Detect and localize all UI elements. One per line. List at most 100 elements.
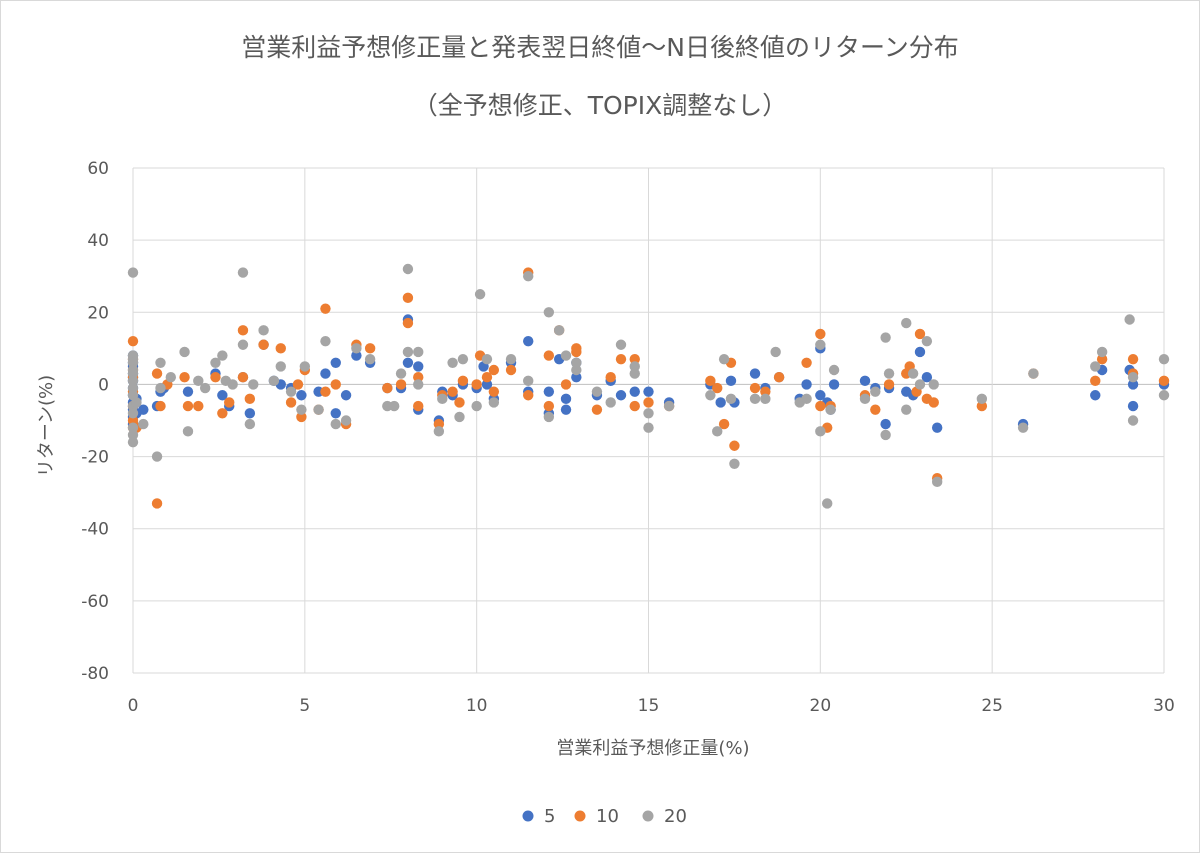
data-point-series-20 — [880, 429, 891, 441]
data-point-series-5 — [340, 390, 352, 401]
data-point-series-20 — [179, 346, 190, 358]
data-point-series-20 — [258, 325, 269, 336]
data-point-series-10 — [488, 386, 500, 397]
y-tick-label: 0 — [98, 375, 109, 395]
data-point-series-20 — [1096, 346, 1108, 358]
data-point-series-20 — [193, 375, 204, 387]
data-point-series-20 — [138, 418, 149, 430]
data-point-series-20 — [571, 357, 582, 368]
y-tick-label: -80 — [81, 664, 109, 684]
data-point-series-5 — [413, 361, 424, 372]
data-point-series-5 — [643, 386, 654, 397]
data-point-series-10 — [127, 335, 139, 347]
data-point-series-20 — [571, 364, 582, 376]
data-point-series-20 — [553, 325, 565, 336]
data-point-series-10 — [591, 404, 603, 415]
data-point-series-20 — [914, 379, 926, 390]
data-point-series-10 — [560, 379, 572, 390]
data-point-series-5 — [320, 368, 331, 379]
data-point-series-20 — [828, 364, 840, 376]
data-point-series-20 — [880, 332, 891, 343]
y-tick-label: 60 — [87, 159, 109, 179]
data-point-series-20 — [901, 317, 912, 329]
chart-title: 営業利益予想修正量と発表翌日終値～N日後終値のリターン分布 — [241, 33, 958, 62]
data-point-series-20 — [155, 382, 166, 394]
data-point-series-10 — [292, 379, 304, 390]
y-tick-label: -20 — [81, 448, 109, 468]
data-point-series-20 — [729, 458, 740, 469]
data-point-series-5 — [1127, 400, 1139, 412]
data-point-series-20 — [471, 400, 482, 412]
data-point-series-20 — [1017, 422, 1029, 433]
y-tick-label: 40 — [87, 231, 109, 251]
y-tick-label: 20 — [87, 303, 109, 323]
data-point-series-10 — [883, 379, 895, 390]
data-point-series-5 — [914, 346, 926, 358]
data-point-series-10 — [729, 440, 740, 451]
data-point-series-20 — [976, 393, 988, 405]
data-point-series-5 — [402, 357, 414, 368]
data-point-series-10 — [705, 375, 716, 387]
data-point-series-10 — [643, 397, 654, 408]
data-point-series-10 — [258, 339, 269, 350]
data-point-series-5 — [481, 379, 493, 390]
data-point-series-10 — [275, 343, 286, 354]
data-point-series-20 — [1158, 390, 1170, 401]
data-point-series-20 — [127, 382, 139, 394]
data-point-series-20 — [199, 382, 211, 394]
x-tick-labels: 0 5 10 15 20 25 30 — [128, 696, 1175, 716]
data-point-series-20 — [605, 397, 616, 408]
data-point-series-20 — [663, 400, 675, 412]
data-point-series-5 — [296, 390, 307, 401]
data-point-series-20 — [1127, 372, 1139, 383]
data-point-series-20 — [237, 339, 249, 350]
data-point-series-10 — [505, 364, 517, 376]
x-tick-label: 20 — [810, 696, 832, 716]
data-point-series-20 — [643, 408, 654, 419]
data-point-series-20 — [488, 397, 500, 408]
data-point-series-5 — [138, 404, 149, 415]
data-point-series-20 — [244, 418, 256, 430]
data-point-series-10 — [151, 368, 163, 379]
data-point-series-10 — [155, 400, 166, 412]
legend-marker-20 — [642, 810, 654, 822]
data-point-series-10 — [330, 379, 341, 390]
data-point-series-10 — [815, 400, 826, 412]
data-point-series-20 — [340, 415, 352, 426]
data-point-series-5 — [931, 422, 943, 433]
data-point-series-10 — [210, 372, 221, 383]
data-point-series-5 — [629, 386, 640, 397]
data-point-series-20 — [712, 426, 723, 437]
data-point-series-20 — [543, 411, 555, 423]
data-point-series-20 — [643, 422, 654, 433]
y-tick-label: -60 — [81, 592, 109, 612]
data-point-series-20 — [413, 379, 424, 390]
data-point-series-10 — [605, 372, 616, 383]
data-point-series-5 — [330, 408, 341, 419]
data-point-series-10 — [571, 346, 582, 358]
data-point-series-20 — [1127, 415, 1139, 426]
data-point-series-20 — [457, 353, 469, 365]
data-point-series-10 — [488, 364, 500, 376]
data-point-series-20 — [320, 335, 331, 347]
data-point-series-20 — [437, 393, 448, 405]
data-point-series-10 — [413, 372, 424, 383]
data-point-series-20 — [815, 339, 826, 350]
data-point-series-20 — [127, 368, 139, 379]
data-point-series-20 — [883, 368, 895, 379]
data-point-series-20 — [505, 353, 517, 365]
data-point-series-10 — [801, 357, 812, 368]
data-point-series-10 — [773, 372, 785, 383]
x-axis-title: 営業利益予想修正量(%) — [556, 738, 749, 759]
data-point-series-20 — [1028, 368, 1039, 379]
data-point-series-20 — [560, 350, 572, 361]
x-tick-label: 25 — [981, 696, 1003, 716]
data-point-series-20 — [433, 426, 445, 437]
data-point-series-10 — [543, 350, 555, 361]
data-point-series-20 — [131, 397, 142, 408]
data-point-series-5 — [921, 372, 933, 383]
data-point-series-10 — [433, 418, 445, 430]
data-point-series-20 — [413, 346, 424, 358]
data-point-series-10 — [296, 411, 307, 423]
